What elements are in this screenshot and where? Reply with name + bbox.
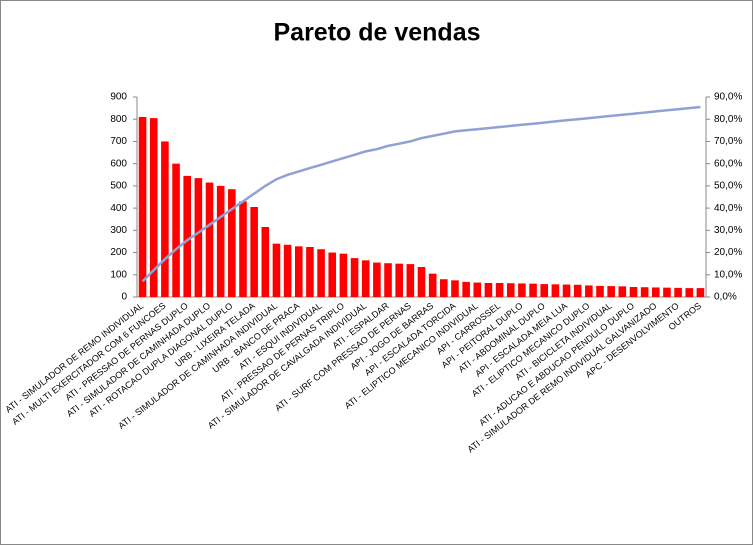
y-tick-label: 0 bbox=[121, 292, 127, 303]
y2-tick-label: 60,0% bbox=[714, 158, 742, 169]
bar bbox=[484, 283, 493, 297]
y2-tick-label: 50,0% bbox=[714, 181, 742, 192]
bar bbox=[451, 280, 459, 297]
y-tick-label: 500 bbox=[110, 181, 127, 192]
bar bbox=[239, 201, 247, 297]
bar bbox=[406, 264, 415, 297]
bar bbox=[328, 252, 337, 297]
bar bbox=[339, 253, 348, 297]
bar bbox=[183, 175, 191, 297]
y-tick-label: 800 bbox=[110, 114, 127, 125]
bar bbox=[629, 287, 638, 297]
bar bbox=[473, 282, 482, 297]
y2-tick-label: 30,0% bbox=[714, 225, 742, 236]
bar bbox=[618, 286, 627, 297]
bar bbox=[551, 284, 560, 297]
bar bbox=[294, 246, 303, 297]
bar bbox=[306, 247, 314, 297]
bar bbox=[506, 283, 515, 297]
bar bbox=[384, 263, 392, 297]
bar bbox=[373, 262, 381, 297]
bar bbox=[462, 281, 470, 297]
bar bbox=[228, 189, 236, 297]
y2-tick-label: 70,0% bbox=[714, 136, 742, 147]
bar bbox=[696, 288, 705, 297]
y-tick-label: 200 bbox=[110, 247, 127, 258]
bar bbox=[573, 284, 582, 297]
bar bbox=[518, 283, 526, 297]
y-tick-label: 400 bbox=[110, 203, 127, 214]
y2-tick-label: 10,0% bbox=[714, 269, 742, 280]
bar bbox=[417, 267, 426, 297]
bar bbox=[428, 273, 437, 297]
bar bbox=[562, 284, 571, 297]
bar bbox=[261, 227, 270, 297]
bar bbox=[361, 260, 370, 297]
y2-tick-label: 20,0% bbox=[714, 247, 742, 258]
bar bbox=[685, 288, 694, 297]
bar bbox=[350, 258, 359, 297]
bar bbox=[495, 283, 504, 297]
bar bbox=[540, 284, 549, 297]
bar bbox=[317, 249, 325, 297]
bar bbox=[395, 263, 403, 297]
y-tick-label: 100 bbox=[110, 269, 127, 280]
chart-title: Pareto de vendas bbox=[273, 19, 480, 47]
bar bbox=[283, 244, 292, 297]
bar bbox=[607, 286, 615, 297]
bar bbox=[663, 287, 671, 297]
bar bbox=[172, 163, 180, 297]
bar bbox=[205, 182, 214, 297]
y2-tick-label: 0,0% bbox=[714, 292, 737, 303]
y2-tick-label: 40,0% bbox=[714, 203, 742, 214]
bar bbox=[529, 283, 537, 297]
bar bbox=[138, 117, 147, 297]
bar bbox=[440, 279, 448, 297]
bar bbox=[585, 285, 593, 297]
bar bbox=[652, 287, 660, 297]
bar bbox=[216, 185, 225, 297]
y-tick-label: 900 bbox=[110, 92, 127, 103]
bar bbox=[674, 287, 682, 297]
y2-tick-label: 80,0% bbox=[714, 114, 742, 125]
bar bbox=[640, 287, 649, 297]
bar bbox=[149, 118, 158, 297]
y2-tick-label: 90,0% bbox=[714, 92, 742, 103]
bar bbox=[596, 285, 604, 297]
y-tick-label: 700 bbox=[110, 136, 127, 147]
bar bbox=[250, 207, 258, 297]
bar bbox=[161, 141, 169, 297]
cumulative-line bbox=[141, 105, 701, 283]
y-tick-label: 300 bbox=[110, 225, 127, 236]
bar bbox=[272, 243, 281, 297]
bar bbox=[194, 178, 203, 297]
y-tick-label: 600 bbox=[110, 158, 127, 169]
